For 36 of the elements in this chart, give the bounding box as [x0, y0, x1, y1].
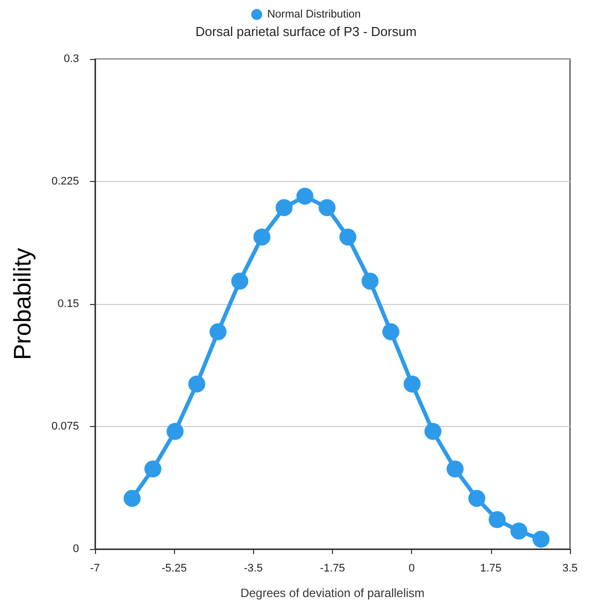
point	[339, 228, 356, 246]
x-tick-label: -3.5	[244, 562, 263, 574]
point	[166, 422, 184, 440]
x-tick-label: -5.25	[162, 562, 187, 574]
x-tick-label: 3.5	[562, 562, 578, 574]
y-tick-label: 0.15	[58, 298, 79, 310]
point	[253, 228, 270, 246]
x-axis-title: Degrees of deviation of parallelism	[240, 586, 425, 600]
point	[488, 511, 506, 528]
y-tick-label: 0.225	[51, 176, 79, 188]
point	[144, 460, 162, 478]
point	[446, 460, 464, 478]
x-tick-label: 1.75	[480, 562, 502, 574]
point	[188, 376, 206, 393]
point	[210, 323, 227, 340]
x-tick-label: 0	[408, 562, 415, 574]
point	[510, 522, 528, 540]
point	[532, 530, 550, 548]
legend-label: Normal Distribution	[267, 8, 361, 20]
point	[424, 422, 442, 440]
point	[362, 272, 379, 290]
point	[404, 376, 421, 393]
point	[276, 199, 293, 216]
y-tick-label: 0	[72, 543, 79, 555]
y-tick-label: 0.3	[64, 53, 79, 65]
chart-title: Dorsal parietal surface of P3 - Dorsum	[195, 24, 417, 39]
point	[318, 199, 336, 216]
point	[124, 490, 141, 507]
y-axis-title: Probability	[10, 248, 36, 360]
point	[382, 323, 400, 340]
x-tick-label: -1.75	[320, 562, 346, 574]
point	[468, 490, 486, 507]
point	[231, 272, 248, 290]
point	[296, 188, 314, 205]
y-tick-label: 0.075	[51, 420, 79, 432]
x-tick-label: -7	[90, 562, 100, 574]
